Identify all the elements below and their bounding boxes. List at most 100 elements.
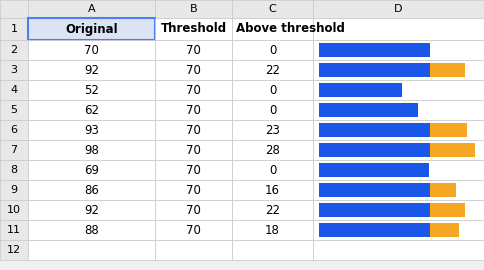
Bar [430,143,475,157]
Text: C: C [269,4,276,14]
Bar [155,40,232,60]
Bar [28,120,155,140]
Bar [232,18,313,40]
Bar [155,80,232,100]
Bar [155,240,232,260]
Bar [155,100,232,120]
Bar [319,203,430,217]
Text: 22: 22 [265,63,280,76]
Bar [313,160,484,180]
Bar [430,183,456,197]
Text: 9: 9 [11,185,17,195]
Bar [0,100,28,120]
Text: 0: 0 [269,103,276,116]
Bar [0,220,28,240]
Text: 0: 0 [269,83,276,96]
Bar [319,83,402,97]
Bar [319,143,430,157]
Text: 70: 70 [186,204,201,217]
Text: 70: 70 [186,164,201,177]
Text: A: A [88,4,95,14]
Bar [28,40,155,60]
Bar [313,220,484,240]
Bar [313,140,484,160]
Bar [155,120,232,140]
Bar [313,80,484,100]
Bar [313,180,484,200]
Text: 0: 0 [269,43,276,56]
Text: 92: 92 [84,204,99,217]
Bar [0,240,28,260]
Text: 70: 70 [186,103,201,116]
Bar [319,123,430,137]
Text: Original: Original [65,22,118,35]
Bar [0,160,28,180]
Bar [313,200,484,220]
Text: 93: 93 [84,123,99,137]
Bar [28,60,155,80]
Bar [313,100,484,120]
Text: 52: 52 [84,83,99,96]
Text: 70: 70 [186,43,201,56]
Bar [28,200,155,220]
Text: B: B [190,4,197,14]
Bar [232,140,313,160]
Text: D: D [394,4,403,14]
Bar [28,240,155,260]
Bar [319,183,430,197]
Text: 98: 98 [84,143,99,157]
Bar [28,0,155,18]
Text: 8: 8 [11,165,17,175]
Bar [28,160,155,180]
Text: 16: 16 [265,184,280,197]
Bar [232,100,313,120]
Bar [155,200,232,220]
Bar [155,180,232,200]
Text: 69: 69 [84,164,99,177]
Bar [155,160,232,180]
Bar [28,80,155,100]
Text: Above threshold: Above threshold [236,22,345,35]
Bar [155,18,232,40]
Bar [232,200,313,220]
Text: 1: 1 [11,24,17,34]
Bar [0,140,28,160]
Bar [319,43,430,57]
Bar [313,0,484,18]
Bar [313,60,484,80]
Bar [319,163,429,177]
Text: 88: 88 [84,224,99,237]
Bar [232,60,313,80]
Bar [430,63,465,77]
Text: 70: 70 [186,63,201,76]
Bar [232,80,313,100]
Bar [319,223,430,237]
Bar [313,240,484,260]
Bar [232,220,313,240]
Text: 7: 7 [11,145,17,155]
Bar [313,40,484,60]
Text: 5: 5 [11,105,17,115]
Bar [232,180,313,200]
Bar [430,123,467,137]
Bar [430,203,465,217]
Text: Threshold: Threshold [160,22,227,35]
Bar [0,200,28,220]
Bar [232,0,313,18]
Bar [319,63,430,77]
Text: 18: 18 [265,224,280,237]
Bar [155,60,232,80]
Bar [430,223,459,237]
Text: 70: 70 [186,143,201,157]
Bar [319,103,418,117]
Bar [232,120,313,140]
Bar [0,120,28,140]
Bar [0,180,28,200]
Bar [28,180,155,200]
Bar [0,0,28,18]
Text: 70: 70 [186,184,201,197]
Bar [313,120,484,140]
Bar [0,60,28,80]
Bar [232,240,313,260]
Text: 12: 12 [7,245,21,255]
